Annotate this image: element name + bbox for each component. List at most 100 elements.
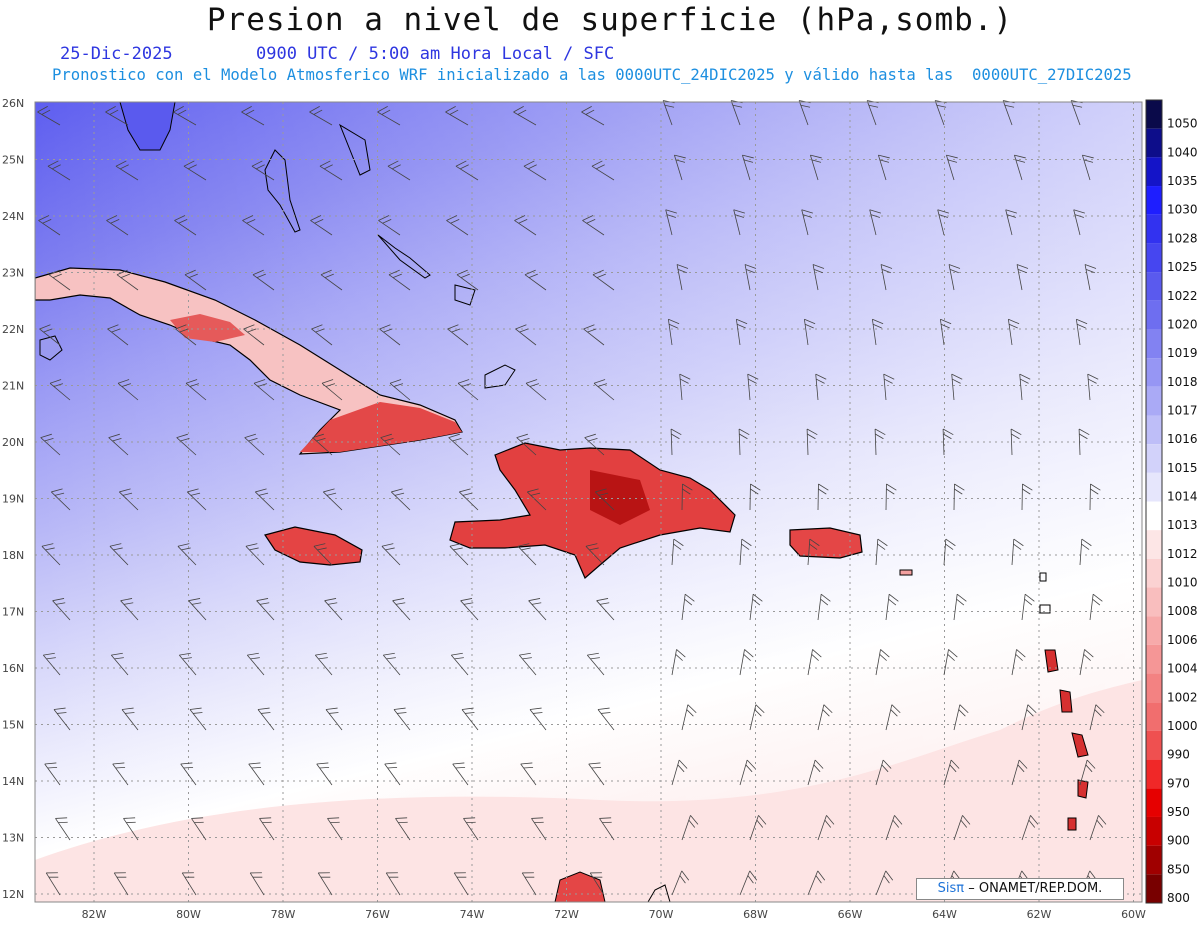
wind-barb <box>106 215 129 236</box>
wind-barb <box>1089 483 1101 511</box>
longitude-labels: 82W 80W 78W 76W 74W 72W 70W 68W 66W 64W 62W 60W <box>82 908 1146 921</box>
wind-barb <box>241 105 265 126</box>
wind-barb <box>42 652 61 676</box>
wind-barb <box>871 318 884 346</box>
wind-barb <box>670 428 682 456</box>
colorbar-label: 1000 <box>1167 719 1198 733</box>
colorbar-swatch <box>1146 845 1162 875</box>
wind-barb <box>524 269 547 291</box>
wind-barb <box>586 652 605 676</box>
wind-barb <box>592 269 615 291</box>
colorbar-label: 900 <box>1167 834 1190 848</box>
wind-barb <box>948 264 961 291</box>
wind-barb <box>749 815 767 841</box>
lon-label: 72W <box>554 908 579 921</box>
saint-vincent <box>1067 817 1077 831</box>
wind-barb <box>320 269 343 291</box>
wind-barb <box>189 707 207 731</box>
colorbar: 1050 1040 1035 1030 1028 1025 1022 1020 1019 1018… <box>1145 99 1198 905</box>
wind-barb <box>521 872 537 896</box>
wind-barb <box>115 160 139 181</box>
guajira-peninsula <box>554 871 606 902</box>
wind-barb <box>1075 318 1088 346</box>
lon-label: 80W <box>176 908 201 921</box>
wind-barb <box>379 324 401 346</box>
forecast-description: Pronostico con el Modelo Atmosferico WRF… <box>52 66 1132 84</box>
wind-barb <box>582 215 605 236</box>
wind-barb <box>1089 593 1103 621</box>
wind-barb <box>184 269 207 291</box>
lon-label: 82W <box>82 908 107 921</box>
wind-barb <box>120 598 139 621</box>
saint-martin <box>1039 572 1047 582</box>
wind-barb <box>812 264 825 291</box>
wind-barb <box>176 433 197 456</box>
long-island <box>377 234 431 279</box>
wind-barb <box>116 269 139 291</box>
lat-label: 25N <box>2 154 24 167</box>
wind-barb <box>679 373 691 401</box>
wind-barb <box>515 324 537 346</box>
wind-barb <box>55 817 71 841</box>
colorbar-swatch <box>1146 702 1162 731</box>
wind-barb <box>878 154 890 181</box>
wind-barb <box>810 154 822 181</box>
colorbar-swatch <box>1146 415 1162 445</box>
wind-barb <box>393 707 411 731</box>
wind-barb <box>875 759 892 786</box>
wind-barb <box>585 543 605 566</box>
wind-barb <box>946 154 958 181</box>
colorbar-label: 1010 <box>1167 576 1198 590</box>
wind-barb <box>739 870 758 896</box>
wind-barb <box>525 379 547 401</box>
wind-barb <box>249 872 265 896</box>
wind-barb <box>817 815 835 841</box>
colorbar-label: 1013 <box>1167 518 1198 532</box>
wind-barb <box>109 543 129 566</box>
colorbar-label: 800 <box>1167 891 1190 905</box>
wind-barb <box>807 649 822 676</box>
florida <box>119 102 176 151</box>
colorbar-label: 1014 <box>1167 490 1198 504</box>
pink-band <box>35 680 1142 902</box>
wind-barb <box>817 704 833 731</box>
wind-barb <box>595 488 615 511</box>
lat-label: 26N <box>2 97 24 110</box>
wind-barb <box>456 269 479 291</box>
colorbar-label: 1002 <box>1167 690 1198 704</box>
lat-label: 18N <box>2 549 24 562</box>
wind-barb <box>178 652 197 676</box>
wind-barb <box>943 538 956 566</box>
wind-barb <box>529 707 547 731</box>
wind-barb <box>1079 759 1096 786</box>
colorbar-label: 950 <box>1167 805 1190 819</box>
wind-barb <box>378 215 401 236</box>
colorbar-label: 1019 <box>1167 346 1198 360</box>
wind-barb <box>395 817 411 841</box>
wind-barb <box>597 707 615 731</box>
wind-barb <box>52 598 71 621</box>
wind-barb <box>457 379 479 401</box>
wind-barb <box>448 433 469 456</box>
wind-barb <box>665 209 677 236</box>
colorbar-label: 1022 <box>1167 289 1198 303</box>
colorbar-swatch <box>1146 759 1162 789</box>
wind-barb <box>953 815 971 841</box>
guadeloupe <box>1044 649 1059 673</box>
wind-barb <box>387 160 411 181</box>
wind-barb <box>667 318 680 346</box>
lat-label: 24N <box>2 210 24 223</box>
wind-barb <box>191 817 207 841</box>
wind-barb <box>460 598 479 621</box>
wind-barb <box>317 872 333 896</box>
wind-barb <box>747 373 759 401</box>
wind-barb <box>177 543 197 566</box>
wind-barb <box>251 160 275 181</box>
wind-barb <box>874 428 886 456</box>
wind-barb <box>123 817 139 841</box>
colorbar-label: 1012 <box>1167 547 1198 561</box>
colorbar-label: 970 <box>1167 776 1190 790</box>
wind-barb <box>943 649 958 676</box>
credit-text: – ONAMET/REP.DOM. <box>968 881 1103 896</box>
